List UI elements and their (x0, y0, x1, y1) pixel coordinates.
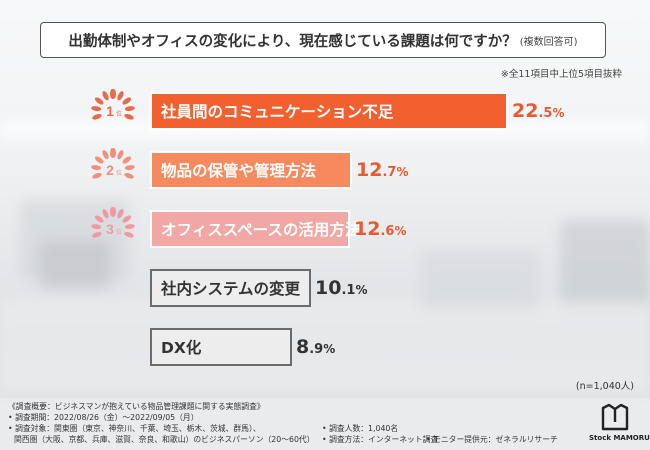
rank-2-badge: 2 位 (90, 147, 136, 193)
question-box: 出勤体制やオフィスの変化により、現在感じている課題は何ですか？ (複数回答可) (40, 22, 606, 58)
bar-label-2: 物品の保管や管理方法 (161, 162, 317, 180)
value-pct-2: % (396, 165, 409, 179)
rank-number: 1 (106, 103, 114, 119)
value-int-1: 22 (512, 100, 539, 122)
rank-number: 2 (106, 162, 114, 178)
bar-4: 社内システムの変更 (150, 269, 311, 307)
rank-suffix: 位 (116, 169, 122, 177)
bar-3: オフィススペースの活用方法 (150, 210, 360, 248)
value-int-3: 12 (354, 218, 381, 240)
laurel-icon: 3 位 (91, 207, 135, 238)
value-int-4: 10 (315, 277, 342, 299)
bar-label-5: DX化 (161, 339, 202, 357)
value-dec-1: .5 (538, 106, 553, 121)
footer-period: • 調査期間：2022/08/26（金）～2022/09/05（月） (8, 413, 199, 422)
question-note: (複数回答可) (519, 36, 578, 48)
laurel-icon: 1 位 (91, 89, 135, 120)
value-label-1: 22.5% (512, 92, 564, 130)
value-int-5: 8 (296, 336, 310, 358)
rank-suffix: 位 (116, 228, 122, 236)
footer-target-cont: 関西圏（大阪、京都、兵庫、滋賀、奈良、和歌山）のビジネスパーソン（20～60代） (14, 435, 315, 444)
footer-method: • 調査方法：インターネット調査 (322, 435, 439, 444)
value-pct-5: % (323, 342, 336, 356)
logo-text: Stock MAMORU (589, 434, 650, 442)
logo-mark-icon (601, 403, 629, 431)
value-pct-3: % (394, 224, 407, 238)
bar-label-4: 社内システムの変更 (161, 280, 301, 298)
value-pct-4: % (355, 283, 368, 297)
footer-count: • 調査人数：1,040名 (322, 424, 399, 433)
rank-suffix: 位 (116, 110, 122, 118)
bar-1: 社員間のコミュニケーション不足 (150, 92, 508, 130)
footer-title: 《調査概要：ビジネスマンが抱えている物品管理課題に関する実態調査》 (8, 402, 265, 411)
value-dec-4: .1 (341, 283, 356, 298)
sample-note: ※全11項目中上位5項目抜粋 (500, 69, 622, 80)
value-dec-2: .7 (382, 165, 397, 180)
value-label-5: 8.9% (296, 328, 335, 366)
value-int-2: 12 (356, 159, 383, 181)
value-dec-5: .9 (309, 342, 324, 357)
bar-5: DX化 (150, 328, 292, 366)
footer-provider: • モニター提供元：ゼネラルリサーチ (426, 435, 558, 444)
sample-size-note: (n=1,040人) (575, 381, 634, 392)
rank-3-badge: 3 位 (90, 206, 136, 252)
stock-mamoru-logo: Stock MAMORU (589, 402, 650, 442)
bar-label-1: 社員間のコミュニケーション不足 (161, 103, 394, 121)
rank-1-badge: 1 位 (90, 88, 136, 134)
value-dec-3: .6 (380, 224, 395, 239)
footer-target: • 調査対象：関東圏（東京、神奈川、千葉、埼玉、栃木、茨城、群馬）、 (8, 424, 261, 433)
rank-number: 3 (106, 221, 114, 237)
value-label-4: 10.1% (315, 269, 367, 307)
bar-2: 物品の保管や管理方法 (150, 151, 352, 189)
survey-footer: 《調査概要：ビジネスマンが抱えている物品管理課題に関する実態調査》 • 調査期間… (0, 398, 650, 450)
bar-label-3: オフィススペースの活用方法 (161, 221, 361, 239)
value-pct-1: % (552, 106, 565, 120)
value-label-3: 12.6% (354, 210, 406, 248)
laurel-icon: 2 位 (91, 148, 135, 179)
value-label-2: 12.7% (356, 151, 408, 189)
question-text: 出勤体制やオフィスの変化により、現在感じている課題は何ですか？ (68, 33, 517, 50)
